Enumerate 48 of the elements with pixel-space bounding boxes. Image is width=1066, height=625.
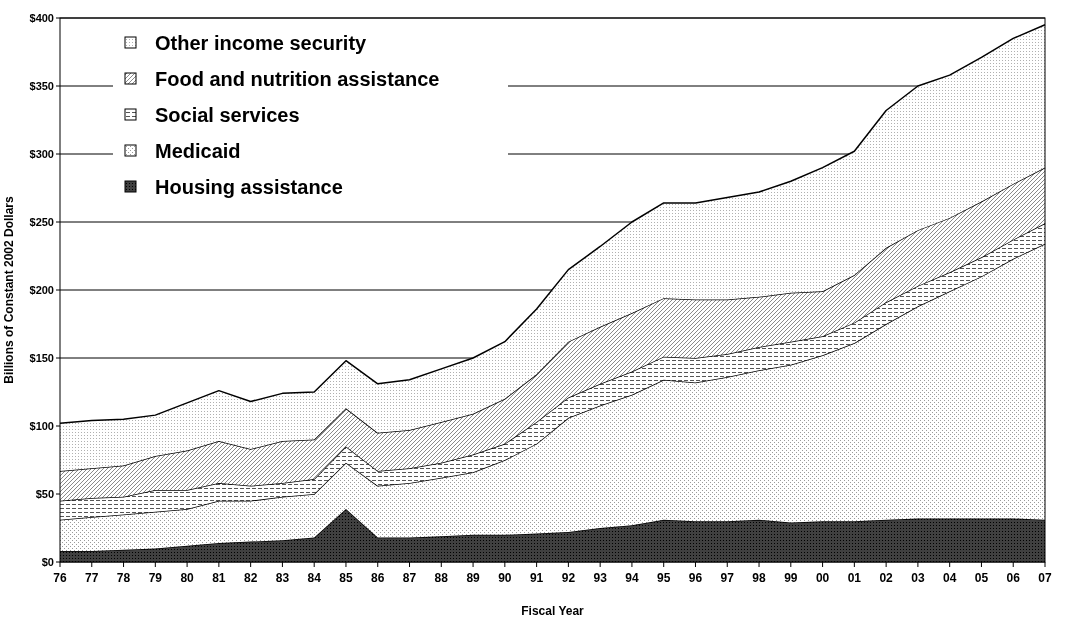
x-tick-label: 83	[275, 571, 290, 585]
x-tick-label: 90	[498, 571, 512, 585]
x-tick-label: 05	[974, 571, 989, 585]
x-tick-label: 80	[180, 571, 195, 585]
y-tick-label: $350	[29, 79, 54, 92]
x-tick-label: 77	[85, 571, 99, 585]
x-tick-label: 84	[307, 571, 322, 585]
x-tick-label: 87	[402, 571, 417, 585]
x-tick-label: 03	[911, 571, 925, 585]
x-tick-label: 85	[339, 571, 353, 585]
x-axis-title: Fiscal Year	[521, 604, 585, 618]
x-tick-label: 79	[148, 571, 163, 585]
x-tick-label: 89	[466, 571, 481, 585]
x-tick-label: 97	[720, 571, 735, 585]
legend-label: Housing assistance	[155, 176, 343, 198]
legend-label: Medicaid	[155, 140, 241, 162]
x-tick-label: 91	[529, 571, 544, 585]
x-tick-label: 86	[371, 571, 385, 585]
y-tick-label: $50	[35, 487, 54, 500]
y-tick-label: $150	[29, 351, 54, 364]
y-tick-label: $0	[41, 555, 54, 568]
x-tick-label: 98	[752, 571, 767, 585]
y-axis-title: Billions of Constant 2002 Dollars	[2, 195, 16, 384]
legend-label: Social services	[155, 104, 300, 126]
x-tick-label: 92	[561, 571, 576, 585]
x-tick-label: 06	[1006, 571, 1021, 585]
x-tick-label: 95	[657, 571, 671, 585]
x-tick-label: 94	[625, 571, 639, 585]
y-tick-label: $300	[29, 147, 54, 160]
x-tick-label: 00	[815, 571, 830, 585]
y-tick-label: $250	[29, 215, 54, 228]
legend-label: Other income security	[155, 32, 368, 54]
x-tick-label: 76	[53, 571, 67, 585]
x-tick-label: 78	[116, 571, 131, 585]
x-tick-label: 02	[879, 571, 894, 585]
x-tick-label: 01	[847, 571, 862, 585]
y-tick-label: $100	[29, 419, 54, 432]
x-tick-label: 99	[784, 571, 798, 585]
x-tick-label: 04	[943, 571, 957, 585]
x-tick-label: 88	[434, 571, 449, 585]
x-tick-label: 81	[212, 571, 226, 585]
legend-label: Food and nutrition assistance	[155, 68, 440, 90]
x-tick-label: 93	[593, 571, 608, 585]
y-tick-label: $200	[29, 283, 54, 296]
x-tick-label: 07	[1038, 571, 1052, 585]
y-tick-label: $400	[29, 11, 54, 24]
x-tick-label: 96	[688, 571, 703, 585]
x-tick-label: 82	[243, 571, 258, 585]
